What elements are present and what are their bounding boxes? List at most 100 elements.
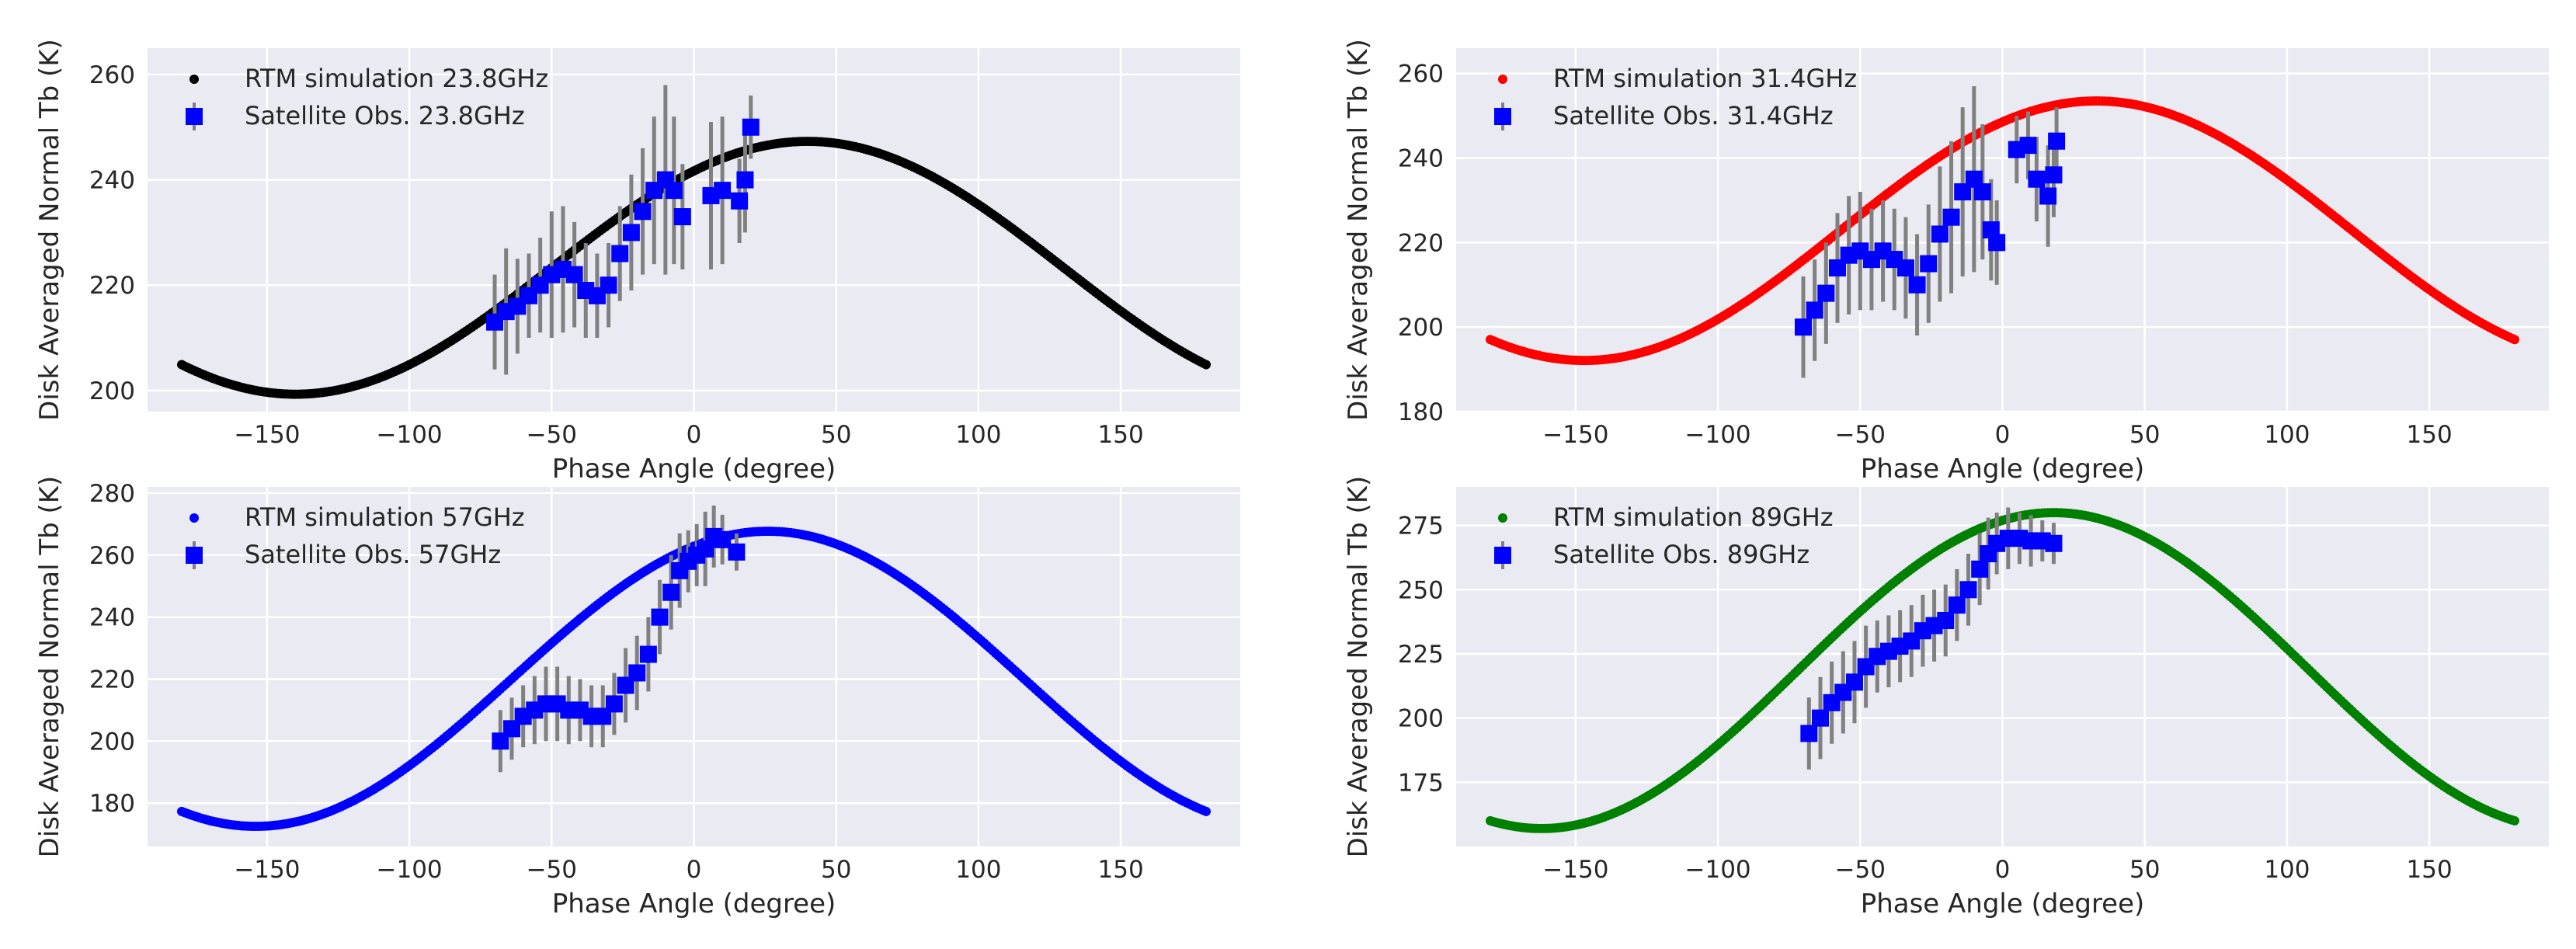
legend-obs-marker — [186, 547, 203, 564]
legend-obs-marker — [1494, 547, 1511, 564]
x-tick-label: 100 — [955, 421, 1001, 449]
x-tick-label: 100 — [2264, 856, 2310, 884]
legend-obs-label: Satellite Obs. 57GHz — [245, 540, 501, 569]
y-tick-label: 260 — [89, 61, 135, 89]
x-axis-label: Phase Angle (degree) — [552, 888, 836, 919]
observation-marker — [728, 543, 746, 561]
y-tick-label: 250 — [1398, 576, 1444, 604]
y-tick-label: 175 — [1398, 769, 1444, 797]
x-tick-label: −100 — [377, 856, 443, 884]
legend-model-marker — [189, 75, 199, 84]
panel-89GHz: −150 −100 −50 0 50 100 150 175 200 225 250 275 Phase… — [1343, 476, 2549, 919]
legend: RTM simulation 89GHz Satellite Obs. 89GHz — [1494, 502, 1834, 569]
legend-model-label: RTM simulation 57GHz — [245, 502, 525, 532]
x-tick-label: 100 — [955, 856, 1001, 884]
observation-marker — [2039, 187, 2057, 205]
observation-marker — [1988, 234, 2006, 252]
legend-obs-marker — [1494, 108, 1511, 125]
observation-series — [486, 85, 760, 375]
x-tick-label: 0 — [1995, 856, 2011, 884]
panel-57GHz: −150 −100 −50 0 50 100 150 180 200 220 240 260 280 Ph… — [34, 476, 1240, 919]
model-point — [2510, 815, 2520, 826]
y-axis-label: Disk Averaged Normal Tb (K) — [34, 476, 65, 858]
model-point — [1201, 806, 1212, 816]
y-tick-label: 180 — [89, 790, 135, 818]
y-axis-label: Disk Averaged Normal Tb (K) — [1343, 476, 1374, 858]
legend: RTM simulation 57GHz Satellite Obs. 57GHz — [186, 502, 525, 569]
legend-model-label: RTM simulation 31.4GHz — [1553, 64, 1857, 93]
y-tick-label: 200 — [1398, 314, 1444, 342]
observation-marker — [731, 192, 749, 210]
observation-marker — [2045, 534, 2063, 552]
observation-marker — [1795, 318, 1813, 336]
x-tick-label: −100 — [377, 421, 443, 449]
observation-series — [492, 505, 746, 773]
y-tick-label: 220 — [89, 666, 135, 694]
observation-marker — [651, 608, 669, 626]
observation-marker — [1971, 560, 1989, 578]
panel-31-4GHz: −150 −100 −50 0 50 100 150 180 200 220 240 260 Phase… — [1343, 39, 2549, 485]
observation-marker — [2028, 170, 2046, 188]
x-tick-label: −100 — [1685, 421, 1751, 449]
x-tick-label: 150 — [1098, 421, 1144, 449]
x-tick-label: −100 — [1685, 856, 1751, 884]
y-tick-label: 220 — [89, 272, 135, 300]
model-series — [176, 527, 1212, 832]
x-tick-label: 0 — [687, 856, 702, 884]
observation-marker — [742, 118, 760, 136]
observation-marker — [565, 266, 583, 283]
y-tick-label: 260 — [89, 542, 135, 570]
y-tick-label: 275 — [1398, 513, 1444, 541]
x-tick-label: 0 — [687, 421, 702, 449]
observation-marker — [1937, 611, 1955, 629]
observation-marker — [1817, 284, 1835, 302]
legend-model-marker — [1498, 513, 1507, 523]
y-tick-label: 280 — [89, 480, 135, 508]
legend-model-label: RTM simulation 89GHz — [1553, 502, 1834, 532]
x-tick-label: −50 — [1835, 856, 1886, 884]
x-tick-label: −150 — [234, 421, 300, 449]
x-tick-label: 50 — [821, 421, 851, 449]
y-tick-label: 200 — [89, 377, 135, 405]
x-tick-label: 0 — [1995, 421, 2011, 449]
observation-marker — [605, 695, 623, 713]
observation-marker — [1931, 225, 1949, 243]
legend-obs-label: Satellite Obs. 31.4GHz — [1553, 101, 1834, 130]
observation-marker — [634, 203, 652, 221]
x-tick-label: 50 — [2129, 421, 2160, 449]
legend-model-marker — [189, 513, 199, 523]
observation-marker — [628, 664, 646, 682]
observation-series — [1795, 85, 2066, 378]
observation-marker — [1800, 725, 1818, 742]
observation-marker — [622, 224, 640, 242]
observation-marker — [714, 530, 732, 548]
legend: RTM simulation 23.8GHz Satellite Obs. 23.… — [186, 64, 548, 130]
observation-marker — [2045, 166, 2063, 184]
x-tick-label: 150 — [1098, 856, 1144, 884]
y-tick-label: 220 — [1398, 229, 1444, 257]
legend-obs-label: Satellite Obs. 23.8GHz — [245, 101, 525, 130]
model-series — [1485, 508, 2520, 833]
x-axis-label: Phase Angle (degree) — [1861, 454, 2145, 485]
observation-marker — [611, 245, 629, 262]
model-series — [1485, 96, 2520, 366]
y-tick-label: 200 — [89, 728, 135, 756]
legend: RTM simulation 31.4GHz Satellite Obs. 31.… — [1494, 64, 1857, 130]
observation-series — [1800, 507, 2063, 770]
x-tick-label: −150 — [1542, 421, 1608, 449]
observation-marker — [673, 208, 691, 226]
observation-marker — [1942, 208, 1960, 226]
observation-marker — [1812, 709, 1829, 727]
x-axis-label: Phase Angle (degree) — [1861, 888, 2145, 919]
legend-obs-label: Satellite Obs. 89GHz — [1553, 540, 1809, 569]
x-tick-label: 100 — [2264, 421, 2310, 449]
x-tick-label: 150 — [2407, 856, 2453, 884]
legend-obs-marker — [186, 108, 203, 125]
observation-marker — [665, 182, 683, 200]
observation-marker — [1948, 596, 1966, 614]
observation-marker — [1908, 276, 1926, 294]
y-tick-label: 240 — [1398, 144, 1444, 172]
observation-marker — [1845, 673, 1863, 691]
y-tick-label: 240 — [89, 604, 135, 632]
